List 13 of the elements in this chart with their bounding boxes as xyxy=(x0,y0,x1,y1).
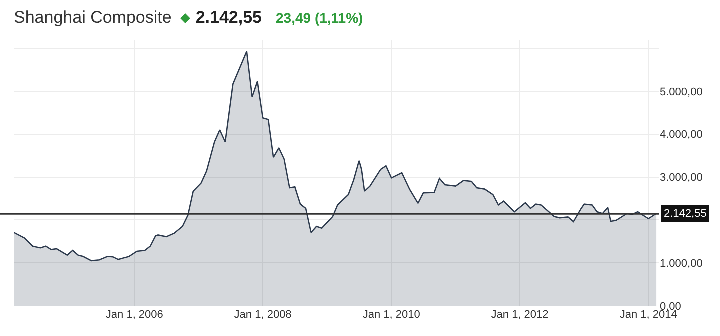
chart-title: Shanghai Composite xyxy=(14,8,172,28)
text: 23,49 (1,11%) xyxy=(276,10,364,26)
text: 2.142,55 xyxy=(196,8,262,28)
x-tick-label: Jan 1, 2008 xyxy=(234,309,292,321)
ref-line-label: 2.142,55 xyxy=(664,208,707,220)
y-tick-label: 4.000,00 xyxy=(660,129,703,142)
x-tick-label: Jan 1, 2006 xyxy=(106,309,164,321)
x-tick-label: Jan 1, 2012 xyxy=(491,309,549,321)
y-tick-label: 5.000,00 xyxy=(660,86,703,98)
y-tick-label: 1.000,00 xyxy=(660,258,703,270)
y-tick-label: 3.000,00 xyxy=(660,172,703,184)
x-tick-label: Jan 1, 2010 xyxy=(362,309,420,321)
x-tick-label: Jan 1, 2014 xyxy=(620,309,678,321)
